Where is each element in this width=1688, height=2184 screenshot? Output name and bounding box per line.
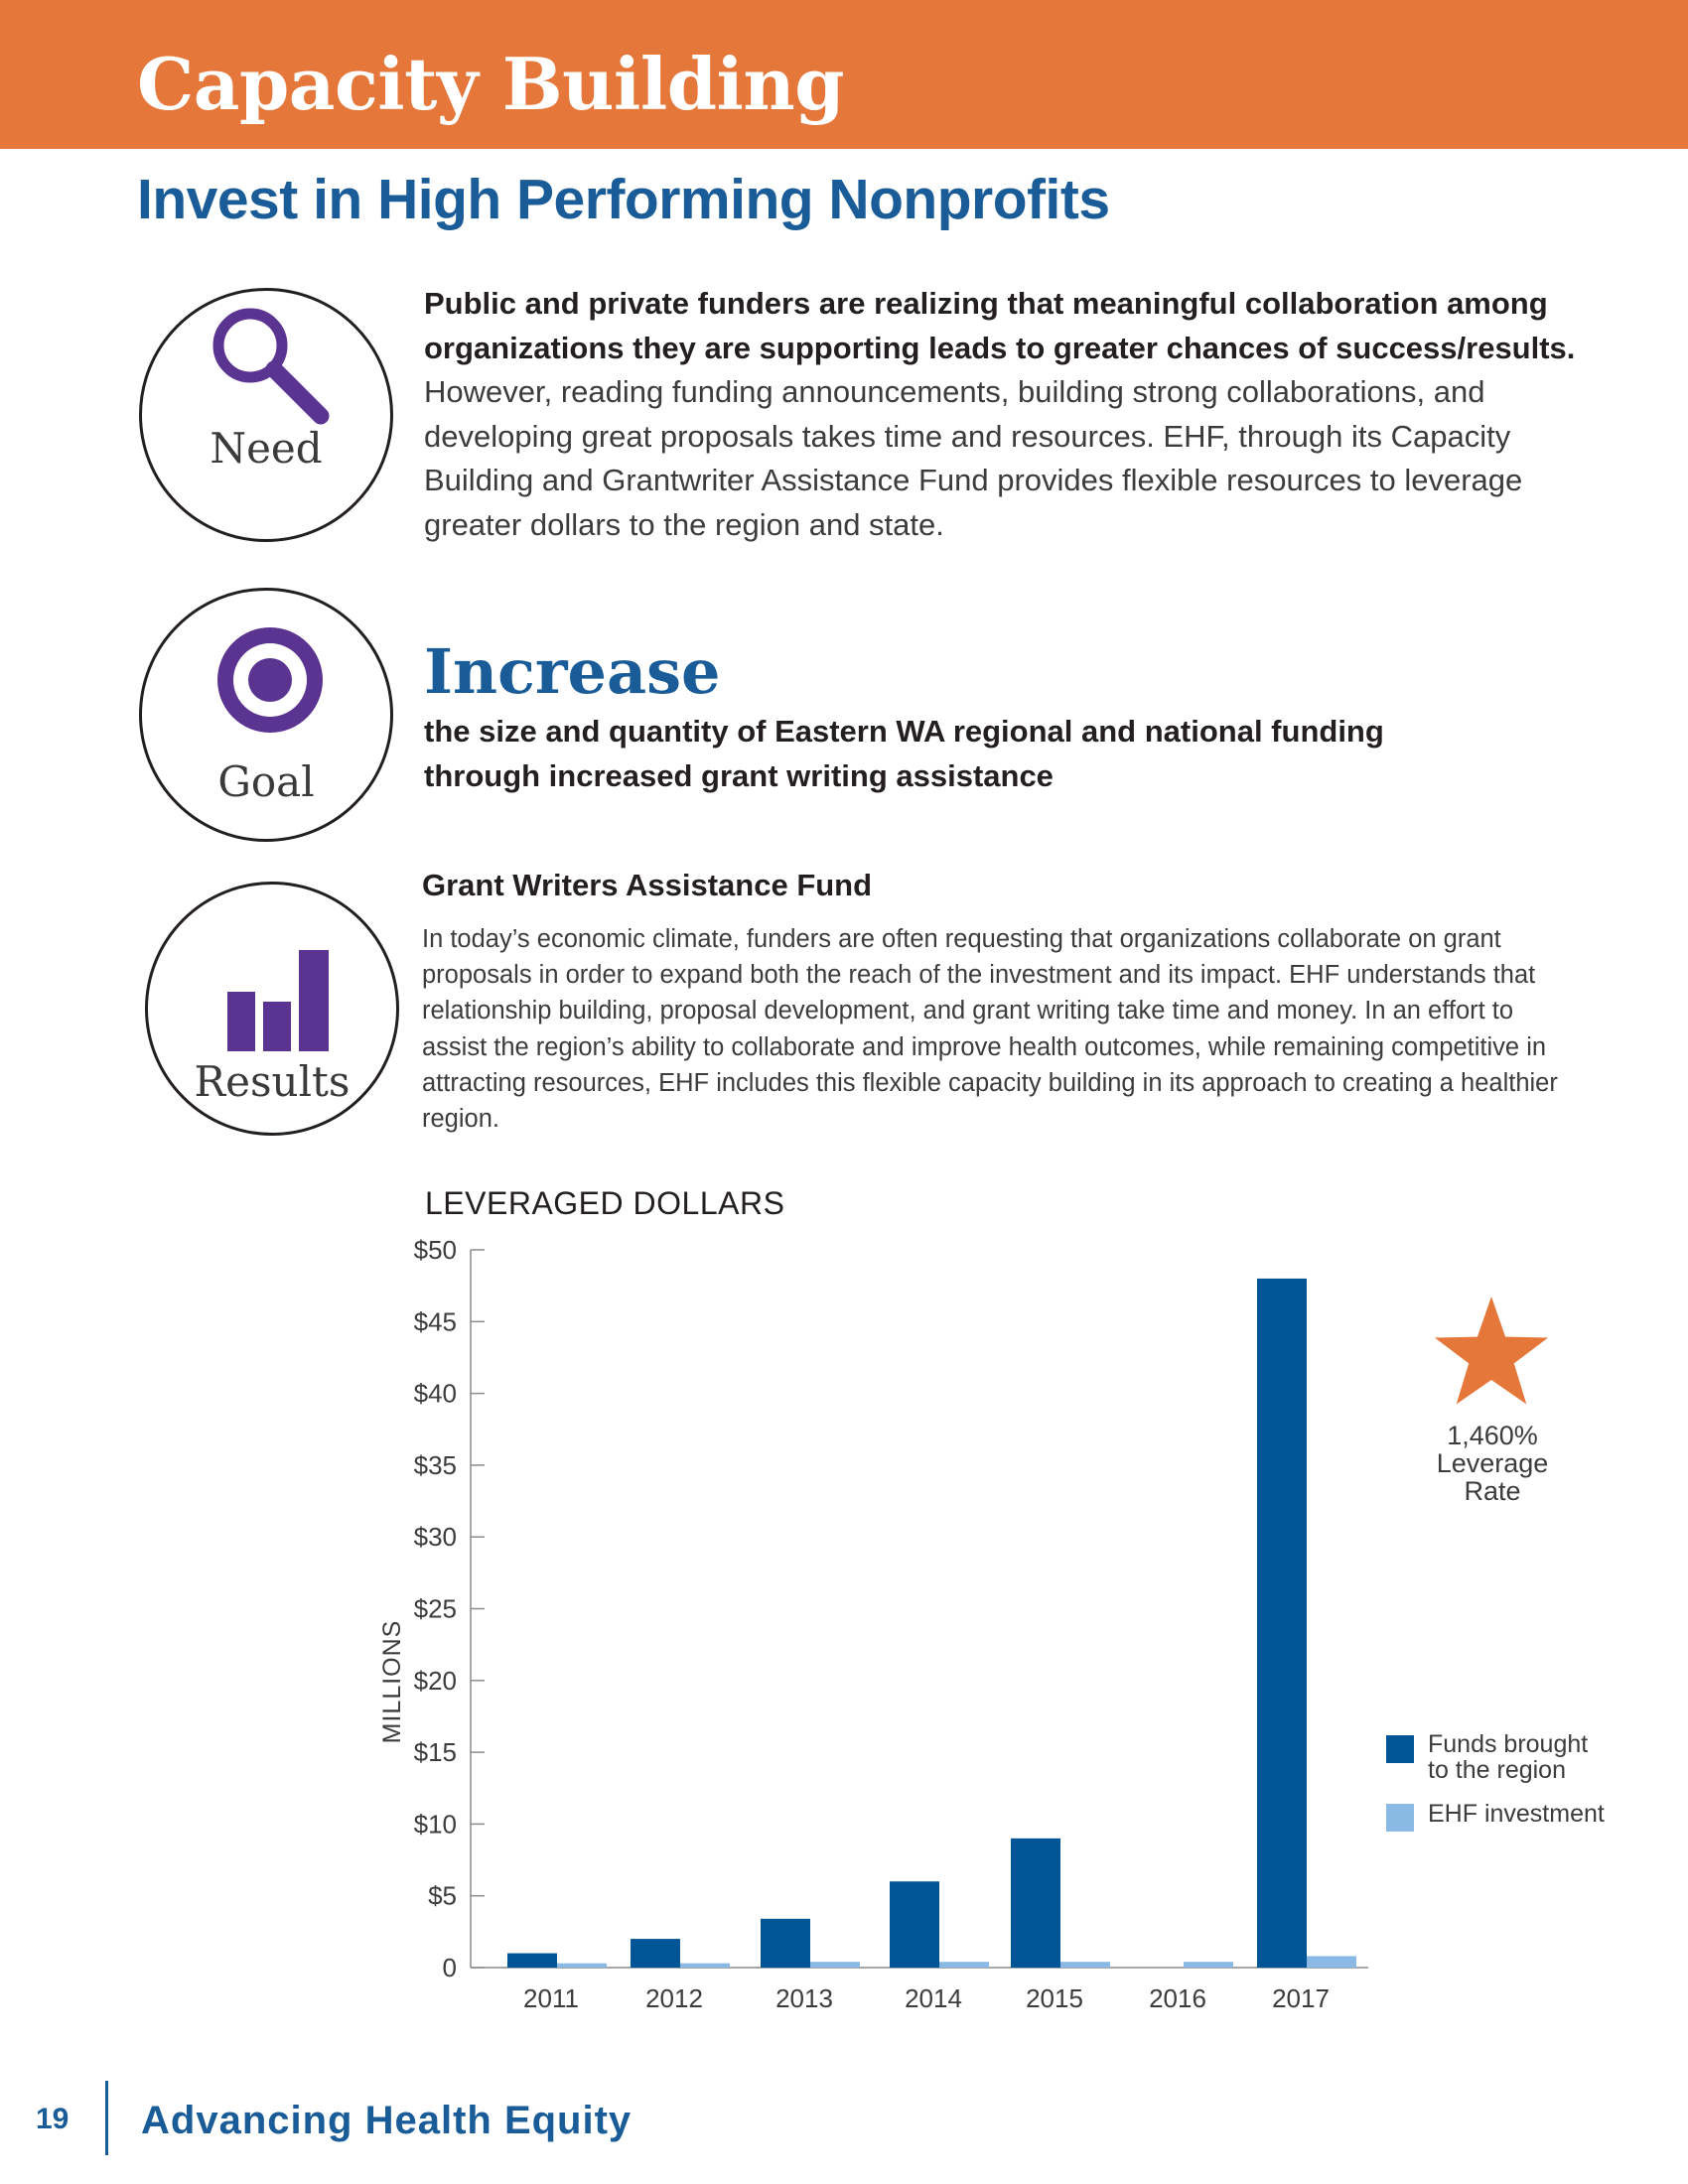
y-tick-label: $35 (414, 1450, 457, 1480)
bar-ehf-2013 (810, 1962, 860, 1968)
footer-divider (105, 2081, 108, 2155)
need-label: Need (210, 424, 323, 473)
page-title: Capacity Building (137, 42, 845, 126)
x-tick-label: 2017 (1272, 1983, 1330, 2013)
chart-title: LEVERAGED DOLLARS (425, 1185, 785, 1221)
x-tick-label: 2015 (1026, 1983, 1083, 2013)
bar-chart-icon (227, 950, 329, 1051)
magnifier-icon (212, 308, 330, 425)
legend-label-funds: Funds brought to the region (1428, 1731, 1626, 1783)
need-text: Public and private funders are realizing… (424, 282, 1586, 547)
leverage-callout: 1,460% Leverage Rate (1410, 1422, 1575, 1505)
need-circle: Need (139, 288, 393, 542)
y-tick-label: $45 (414, 1306, 457, 1336)
y-axis-label: MILLIONS (378, 1620, 406, 1744)
results-label: Results (194, 1057, 351, 1106)
x-tick-label: 2012 (645, 1983, 703, 2013)
legend-swatch-funds (1386, 1735, 1414, 1763)
y-tick-label: $20 (414, 1666, 457, 1696)
bar-ehf-2016 (1184, 1962, 1233, 1968)
y-tick-label: $10 (414, 1809, 457, 1839)
results-body: In today’s economic climate, funders are… (422, 925, 1558, 1134)
need-body-text: However, reading funding announcements, … (424, 374, 1523, 542)
target-icon (217, 627, 323, 733)
bar-funds-2013 (761, 1918, 810, 1968)
header-banner: Capacity Building (0, 0, 1688, 149)
section-subtitle: Invest in High Performing Nonprofits (137, 168, 1110, 231)
legend-funds-line1: Funds brought (1428, 1730, 1589, 1758)
x-tick-label: 2013 (775, 1983, 833, 2013)
bar-ehf-2015 (1060, 1962, 1110, 1968)
goal-circle: Goal (139, 588, 393, 842)
goal-headline: Increase (424, 635, 721, 708)
footer-title: Advancing Health Equity (141, 2099, 633, 2142)
goal-text: the size and quantity of Eastern WA regi… (424, 714, 1384, 793)
x-tick-label: 2016 (1149, 1983, 1206, 2013)
bar-ehf-2012 (680, 1963, 730, 1968)
legend-funds-line2: to the region (1428, 1756, 1566, 1784)
star-icon (1434, 1297, 1549, 1405)
results-title: Grant Writers Assistance Fund (422, 868, 873, 902)
bar-funds-2011 (507, 1953, 557, 1968)
y-tick-label: $50 (414, 1235, 457, 1265)
page-number: 19 (36, 2103, 70, 2135)
y-tick-label: $5 (428, 1881, 457, 1911)
legend-swatch-ehf (1386, 1804, 1414, 1832)
bar-ehf-2011 (557, 1963, 607, 1968)
y-tick-label: 0 (443, 1953, 457, 1982)
x-tick-label: 2014 (905, 1983, 962, 2013)
leverage-value: 1,460% (1447, 1421, 1538, 1450)
leverage-line3: Rate (1464, 1476, 1521, 1506)
y-tick-label: $15 (414, 1737, 457, 1767)
bar-funds-2017 (1257, 1278, 1307, 1968)
bar-funds-2014 (890, 1881, 939, 1968)
results-circle: Results (145, 882, 399, 1136)
goal-label: Goal (217, 757, 315, 806)
x-tick-label: 2011 (523, 1983, 579, 2013)
need-bold-text: Public and private funders are realizing… (424, 286, 1576, 365)
bar-ehf-2017 (1307, 1956, 1356, 1968)
y-tick-label: $30 (414, 1522, 457, 1552)
leverage-line2: Leverage (1436, 1448, 1549, 1478)
bar-funds-2012 (631, 1939, 680, 1968)
y-tick-label: $40 (414, 1379, 457, 1409)
y-tick-label: $25 (414, 1594, 457, 1624)
bar-ehf-2014 (939, 1962, 989, 1968)
leveraged-dollars-chart: 0 $5 $10 $15 $20 $25 $30 $35 $40 $45 $50 MILLIONS 20… (378, 1235, 1549, 2013)
legend-label-ehf: EHF investment (1428, 1800, 1605, 1828)
bar-funds-2015 (1011, 1838, 1060, 1968)
